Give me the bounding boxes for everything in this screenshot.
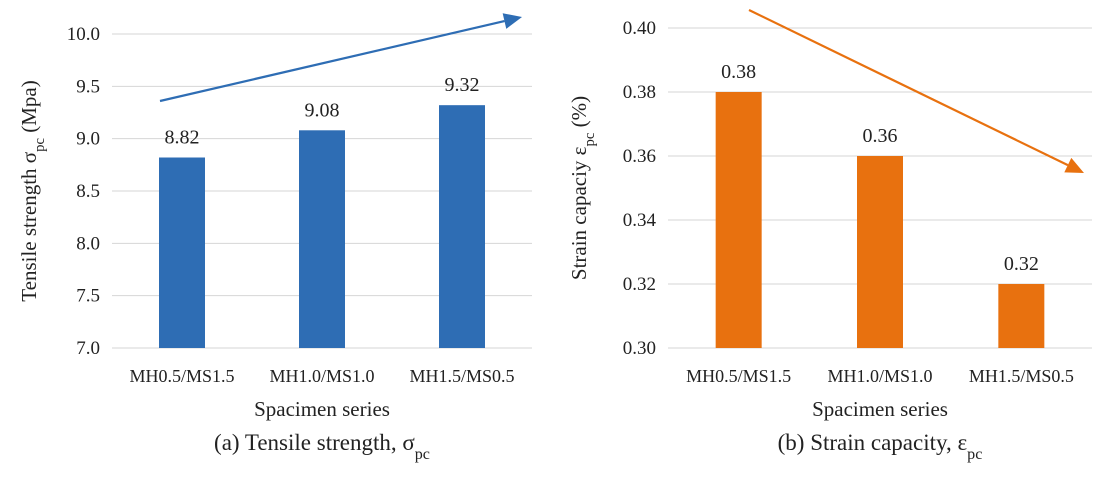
y-tick-label: 0.32 <box>623 274 656 295</box>
y-tick-label: 0.30 <box>623 338 656 359</box>
trend-arrow-line <box>159 19 505 103</box>
y-tick-label: 10.0 <box>67 24 100 45</box>
x-axis-title: Spacimen series <box>254 397 390 421</box>
data-label: 0.36 <box>863 125 898 147</box>
x-axis-title: Spacimen series <box>812 397 948 421</box>
data-label: 0.32 <box>1004 253 1039 275</box>
y-tick-label: 9.0 <box>76 129 100 150</box>
x-tick-label: MH0.5/MS1.5 <box>129 366 234 386</box>
bar <box>299 130 345 348</box>
strain-capacity-chart: 0.30 0.32 0.34 0.36 0.38 0.40 0.38 MH0.5/MS1.5 0… <box>550 0 1101 472</box>
y-tick-label: 8.5 <box>76 181 100 202</box>
x-tick-label: MH1.0/MS1.0 <box>827 366 932 386</box>
y-axis-title: Strain capaciy εpc (%) <box>567 96 598 280</box>
x-tick-label: MH1.5/MS0.5 <box>969 366 1074 386</box>
bar <box>998 284 1045 348</box>
bar <box>857 156 903 348</box>
bar <box>159 157 205 348</box>
y-tick-label: 9.5 <box>76 76 100 97</box>
chart-caption: (a) Tensile strength, σpc <box>214 430 430 463</box>
trend-arrow-head <box>1064 157 1084 173</box>
x-tick-label: MH1.0/MS1.0 <box>269 366 374 386</box>
y-tick-label: 7.0 <box>76 338 100 359</box>
tensile-strength-chart: 7.0 7.5 8.0 8.5 9.0 9.5 10.0 8.82 MH0.5/MS1.5 9.0… <box>0 0 550 472</box>
x-tick-label: MH0.5/MS1.5 <box>686 366 791 386</box>
data-label: 9.32 <box>445 74 480 96</box>
y-tick-label: 0.40 <box>623 18 656 39</box>
trend-arrow-head <box>502 13 522 29</box>
tensile-strength-chart-svg: 7.0 7.5 8.0 8.5 9.0 9.5 10.0 8.82 MH0.5/MS1.5 9.0… <box>17 13 532 463</box>
bar <box>715 92 762 348</box>
x-tick-label: MH1.5/MS0.5 <box>409 366 514 386</box>
y-tick-label: 0.34 <box>623 210 657 231</box>
data-label: 9.08 <box>305 99 340 121</box>
y-tick-label: 0.36 <box>623 146 656 167</box>
y-tick-label: 7.5 <box>76 286 100 307</box>
data-label: 0.38 <box>721 61 756 83</box>
y-axis-title: Tensile strength σpc (Mpa) <box>17 80 48 301</box>
bar <box>439 105 485 348</box>
data-label: 8.82 <box>165 127 200 149</box>
strain-capacity-chart-svg: 0.30 0.32 0.34 0.36 0.38 0.40 0.38 MH0.5/MS1.5 0… <box>567 9 1092 463</box>
chart-caption: (b) Strain capacity, εpc <box>778 430 983 463</box>
trend-arrow-line <box>748 9 1069 167</box>
y-tick-label: 0.38 <box>623 82 656 103</box>
y-tick-label: 8.0 <box>76 233 100 254</box>
